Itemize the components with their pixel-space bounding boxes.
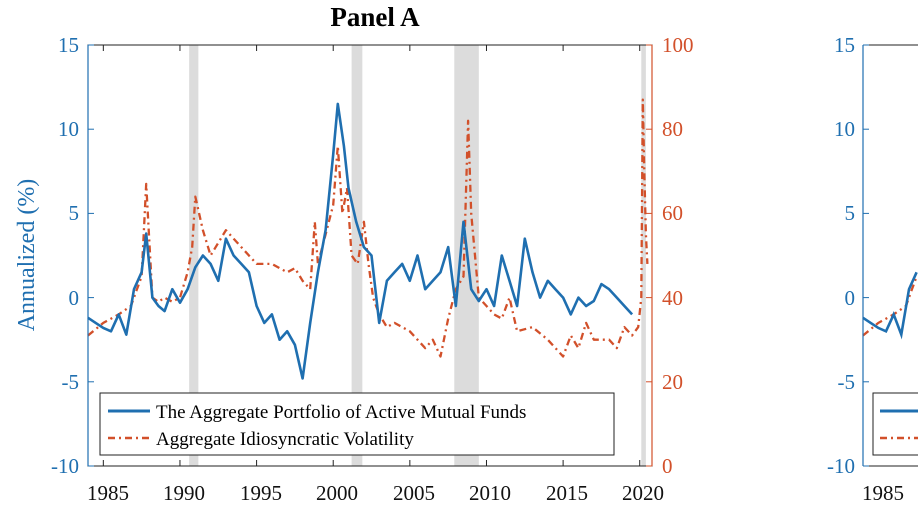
left-tick-label: 15 <box>58 33 79 57</box>
panel-b-left-tick-label: 0 <box>845 286 856 310</box>
fund-series-line <box>87 102 634 380</box>
left-tick-label: 5 <box>69 201 80 225</box>
recession-band <box>641 45 646 466</box>
x-tick-label: 2010 <box>469 481 511 505</box>
legend-label-fund: The Aggregate Portfolio of Active Mutual… <box>156 402 526 423</box>
right-tick-label: 20 <box>662 370 683 394</box>
panel-b-x-tick-label: 1985 <box>862 481 904 505</box>
legend-box <box>99 392 615 456</box>
panel-b-left-tick-label: -10 <box>827 454 855 478</box>
right-tick-label: 60 <box>662 201 683 225</box>
x-tick-label: 2020 <box>622 481 664 505</box>
right-tick-label: 80 <box>662 117 683 141</box>
tick-marks <box>88 44 652 467</box>
panel-b-fund-line <box>862 271 918 340</box>
panel-b-legend-box <box>872 392 918 456</box>
recession-band <box>189 45 199 466</box>
left-tick-label: 0 <box>69 286 80 310</box>
panel-b-left-tick-label: 5 <box>845 201 856 225</box>
left-tick-label: -10 <box>51 454 79 478</box>
panel-b-left-tick-label: 15 <box>834 33 855 57</box>
right-tick-label: 100 <box>662 33 694 57</box>
panel-b-tick-marks <box>863 44 869 467</box>
x-tick-label: 2015 <box>546 481 588 505</box>
x-tick-label: 2005 <box>393 481 435 505</box>
recession-band <box>351 45 363 466</box>
legend: The Aggregate Portfolio of Active Mutual… <box>99 392 615 456</box>
panel-b-left-tick-label: -5 <box>838 370 856 394</box>
panel-a: Panel A Annualized (%) 15 10 5 0 -5 -10 … <box>14 2 694 505</box>
y-axis-label: Annualized (%) <box>14 179 40 332</box>
panel-b-series-lines <box>862 271 918 340</box>
right-tick-label: 40 <box>662 286 683 310</box>
left-tick-label: -5 <box>62 370 80 394</box>
panel-b-partial: 15 10 5 0 -5 -10 1985 <box>827 33 918 505</box>
panel-b-left-tick-label: 10 <box>834 117 855 141</box>
series-lines <box>87 98 649 380</box>
x-tick-label: 1990 <box>163 481 205 505</box>
left-tick-label: 10 <box>58 117 79 141</box>
x-tick-label: 1985 <box>87 481 129 505</box>
chart-title: Panel A <box>330 2 420 32</box>
legend-label-vol: Aggregate Idiosyncratic Volatility <box>156 429 414 450</box>
x-tick-label: 2000 <box>316 481 358 505</box>
right-tick-label: 0 <box>662 454 673 478</box>
x-tick-label: 1995 <box>240 481 282 505</box>
